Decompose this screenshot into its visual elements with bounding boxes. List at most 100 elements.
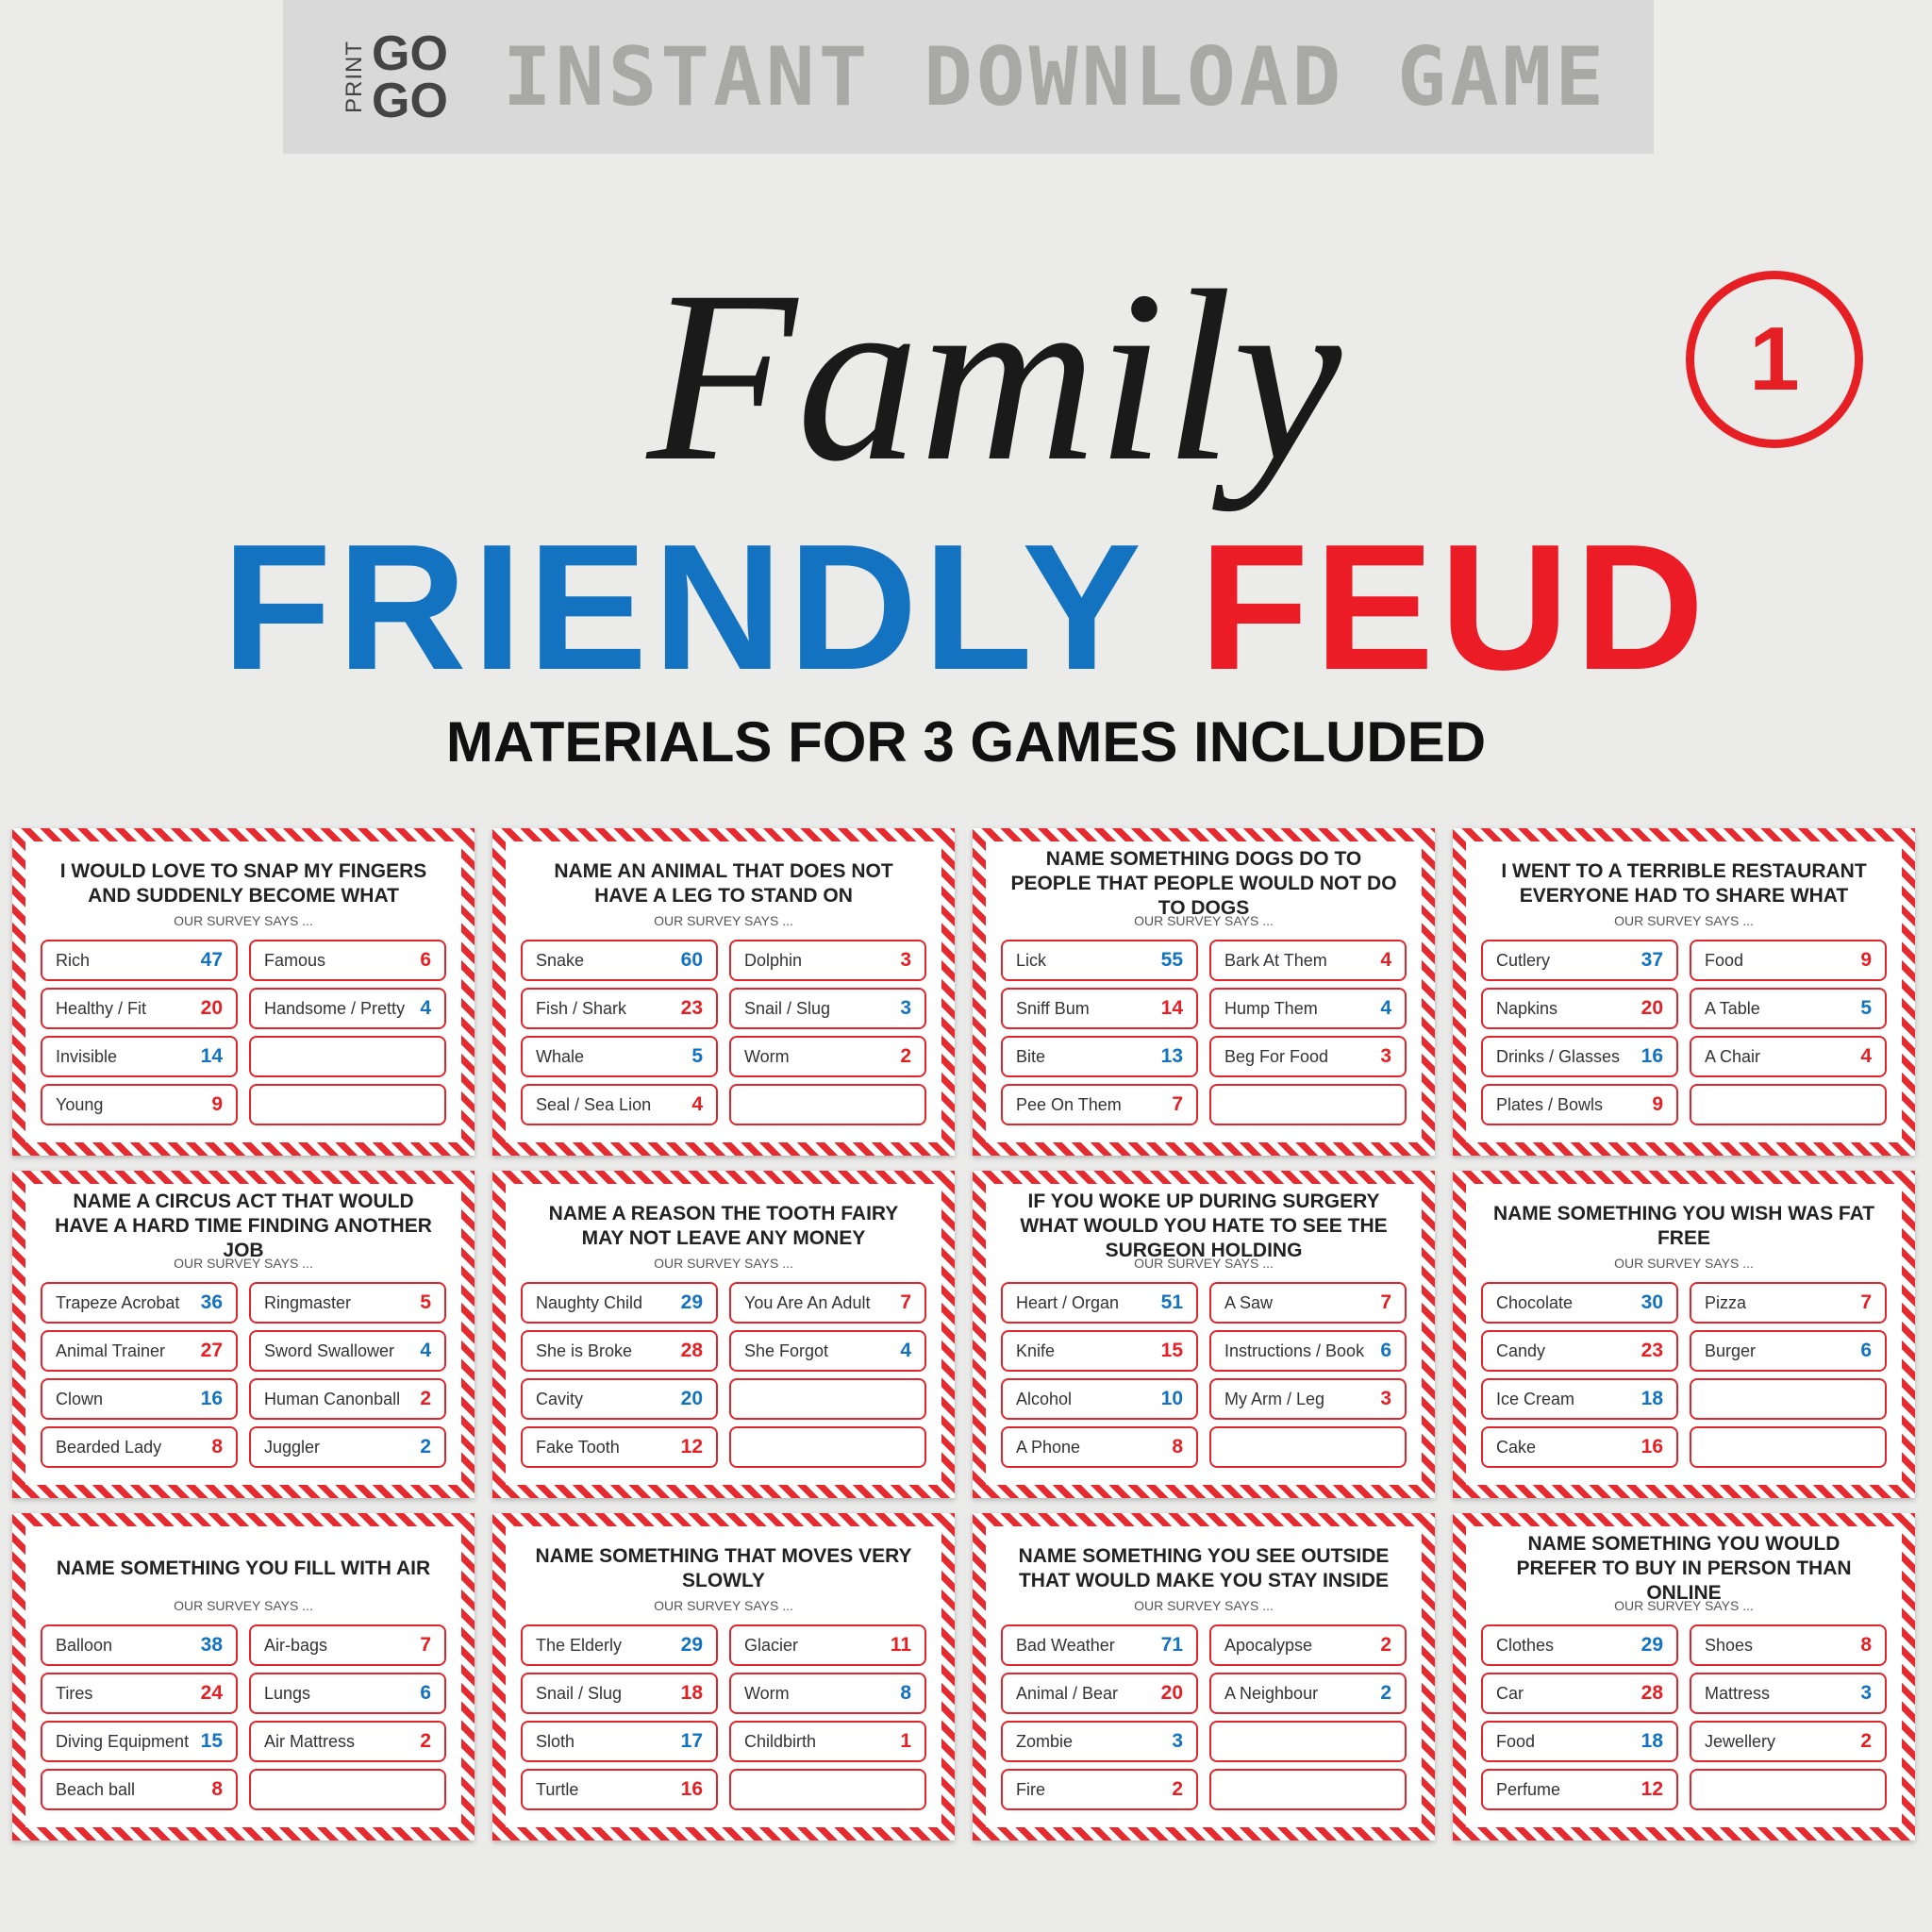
answer-score: 4 — [900, 1340, 911, 1361]
answer-column: Bad Weather 71 Animal / Bear 20 Zombie 3 Fire 2 — [1001, 1624, 1198, 1810]
answer-columns: Balloon 38 Tires 24 Diving Equipment 15 Beach … — [41, 1624, 446, 1810]
answer-score: 24 — [200, 1682, 223, 1704]
answer-box: Lick 55 — [1001, 940, 1198, 981]
answer-score: 13 — [1160, 1045, 1183, 1067]
answer-score: 4 — [420, 1340, 431, 1361]
question: NAME A CIRCUS ACT THAT WOULD HAVE A HARD… — [55, 1191, 432, 1261]
answer-score: 60 — [680, 949, 703, 971]
answer-text: Balloon — [56, 1635, 113, 1655]
answer-score: 4 — [1860, 1045, 1872, 1067]
answer-text: Snail / Slug — [536, 1683, 623, 1703]
answer-text: She is Broke — [536, 1341, 633, 1360]
answer-box: Seal / Sea Lion 4 — [521, 1084, 718, 1125]
answer-text: A Table — [1705, 998, 1760, 1018]
question: I WOULD LOVE TO SNAP MY FINGERS AND SUDD… — [59, 860, 427, 907]
answer-score: 2 — [900, 1045, 911, 1067]
answer-text: Tires — [56, 1683, 93, 1703]
answer-box: Perfume 12 — [1481, 1769, 1678, 1810]
brand-line: GO — [372, 25, 448, 81]
answer-box: Beg For Food 3 — [1209, 1036, 1407, 1077]
answer-score: 6 — [420, 949, 431, 971]
card: NAME AN ANIMAL THAT DOES NOT HAVE A LEG … — [492, 828, 955, 1156]
answer-score: 27 — [200, 1340, 223, 1361]
answer-score: 5 — [1860, 997, 1872, 1019]
answer-text: Invisible — [56, 1046, 118, 1066]
answer-score: 14 — [200, 1045, 223, 1067]
answer-text: Clown — [56, 1389, 104, 1408]
answer-text: Lick — [1016, 950, 1047, 970]
answer-score: 6 — [420, 1682, 431, 1704]
caption: OUR SURVEY SAYS ... — [654, 1256, 793, 1271]
answer-box: Worm 8 — [729, 1673, 926, 1714]
answer-score: 15 — [1160, 1340, 1183, 1361]
answer-text: Air Mattress — [264, 1731, 356, 1751]
answer-box: Zombie 3 — [1001, 1721, 1198, 1762]
answer-text: Dolphin — [744, 950, 803, 970]
answer-text: Pizza — [1705, 1292, 1747, 1312]
answer-text: Candy — [1496, 1341, 1546, 1360]
answer-text: The Elderly — [536, 1635, 623, 1655]
answer-text: Fake Tooth — [536, 1437, 620, 1457]
answer-box: Air-bags 7 — [249, 1624, 446, 1666]
answer-box: Heart / Organ 51 — [1001, 1282, 1198, 1324]
answer-box: Bearded Lady 8 — [41, 1426, 238, 1468]
answer-score: 8 — [1172, 1436, 1183, 1457]
answer-text: Human Canonball — [264, 1389, 401, 1408]
answer-score: 8 — [211, 1436, 223, 1457]
answer-score: 4 — [420, 997, 431, 1019]
answer-text: A Chair — [1705, 1046, 1761, 1066]
card: I WENT TO A TERRIBLE RESTAURANT EVERYONE… — [1453, 828, 1915, 1156]
answer-box: Knife 15 — [1001, 1330, 1198, 1372]
answer-box — [1690, 1426, 1887, 1468]
answer-column: Heart / Organ 51 Knife 15 Alcohol 10 A Phone 8 — [1001, 1282, 1198, 1468]
answer-box: Bark At Them 4 — [1209, 940, 1407, 981]
answer-box — [1209, 1769, 1407, 1810]
answer-column: Cutlery 37 Napkins 20 Drinks / Glasses 16 Plat… — [1481, 940, 1678, 1125]
answer-text: Knife — [1016, 1341, 1056, 1360]
answer-box: Car 28 — [1481, 1673, 1678, 1714]
answer-box: Bite 13 — [1001, 1036, 1198, 1077]
answer-text: Burger — [1705, 1341, 1757, 1360]
answer-box: Instructions / Book 6 — [1209, 1330, 1407, 1372]
answer-score: 3 — [1172, 1730, 1183, 1752]
answer-box: Clown 16 — [41, 1378, 238, 1420]
answer-box: Rich 47 — [41, 940, 238, 981]
answer-text: Cake — [1496, 1437, 1537, 1457]
card: NAME SOMETHING DOGS DO TO PEOPLE THAT PE… — [973, 828, 1435, 1156]
answer-columns: Clothes 29 Car 28 Food 18 Perfume 12 Shoes 8 Mattr… — [1481, 1624, 1887, 1810]
answer-box — [249, 1036, 446, 1077]
card: IF YOU WOKE UP DURING SURGERY WHAT WOULD… — [973, 1171, 1435, 1498]
answer-box: Dolphin 3 — [729, 940, 926, 981]
answer-text: Chocolate — [1496, 1292, 1574, 1312]
answer-column: Trapeze Acrobat 36 Animal Trainer 27 Clown 16… — [41, 1282, 238, 1468]
answer-score: 7 — [1380, 1291, 1391, 1313]
answer-text: Hump Them — [1224, 998, 1318, 1018]
answer-box: A Neighbour 2 — [1209, 1673, 1407, 1714]
card-body: NAME SOMETHING DOGS DO TO PEOPLE THAT PE… — [986, 841, 1422, 1142]
answer-text: Air-bags — [264, 1635, 328, 1655]
title-red: FEUD — [1199, 508, 1710, 708]
answer-score: 14 — [1160, 997, 1183, 1019]
answer-box: Animal Trainer 27 — [41, 1330, 238, 1372]
answer-box: A Table 5 — [1690, 988, 1887, 1029]
answer-text: Food — [1496, 1731, 1536, 1751]
answer-text: Mattress — [1705, 1683, 1771, 1703]
answer-box: Tires 24 — [41, 1673, 238, 1714]
answer-box: Ice Cream 18 — [1481, 1378, 1678, 1420]
answer-text: Clothes — [1496, 1635, 1555, 1655]
answer-box: Apocalypse 2 — [1209, 1624, 1407, 1666]
answer-score: 23 — [1641, 1340, 1663, 1361]
answer-score: 17 — [680, 1730, 703, 1752]
answer-score: 4 — [691, 1093, 703, 1115]
answer-score: 3 — [900, 997, 911, 1019]
answer-column: Lick 55 Sniff Bum 14 Bite 13 Pee On Them 7 — [1001, 940, 1198, 1125]
answer-box: Mattress 3 — [1690, 1673, 1887, 1714]
answer-box: Sloth 17 — [521, 1721, 718, 1762]
answer-score: 29 — [680, 1634, 703, 1656]
question: NAME A REASON THE TOOTH FAIRY MAY NOT LE… — [548, 1203, 899, 1249]
answer-box: Food 9 — [1690, 940, 1887, 981]
answer-box: Fire 2 — [1001, 1769, 1198, 1810]
answer-score: 5 — [420, 1291, 431, 1313]
answer-box: Hump Them 4 — [1209, 988, 1407, 1029]
answer-box — [729, 1769, 926, 1810]
